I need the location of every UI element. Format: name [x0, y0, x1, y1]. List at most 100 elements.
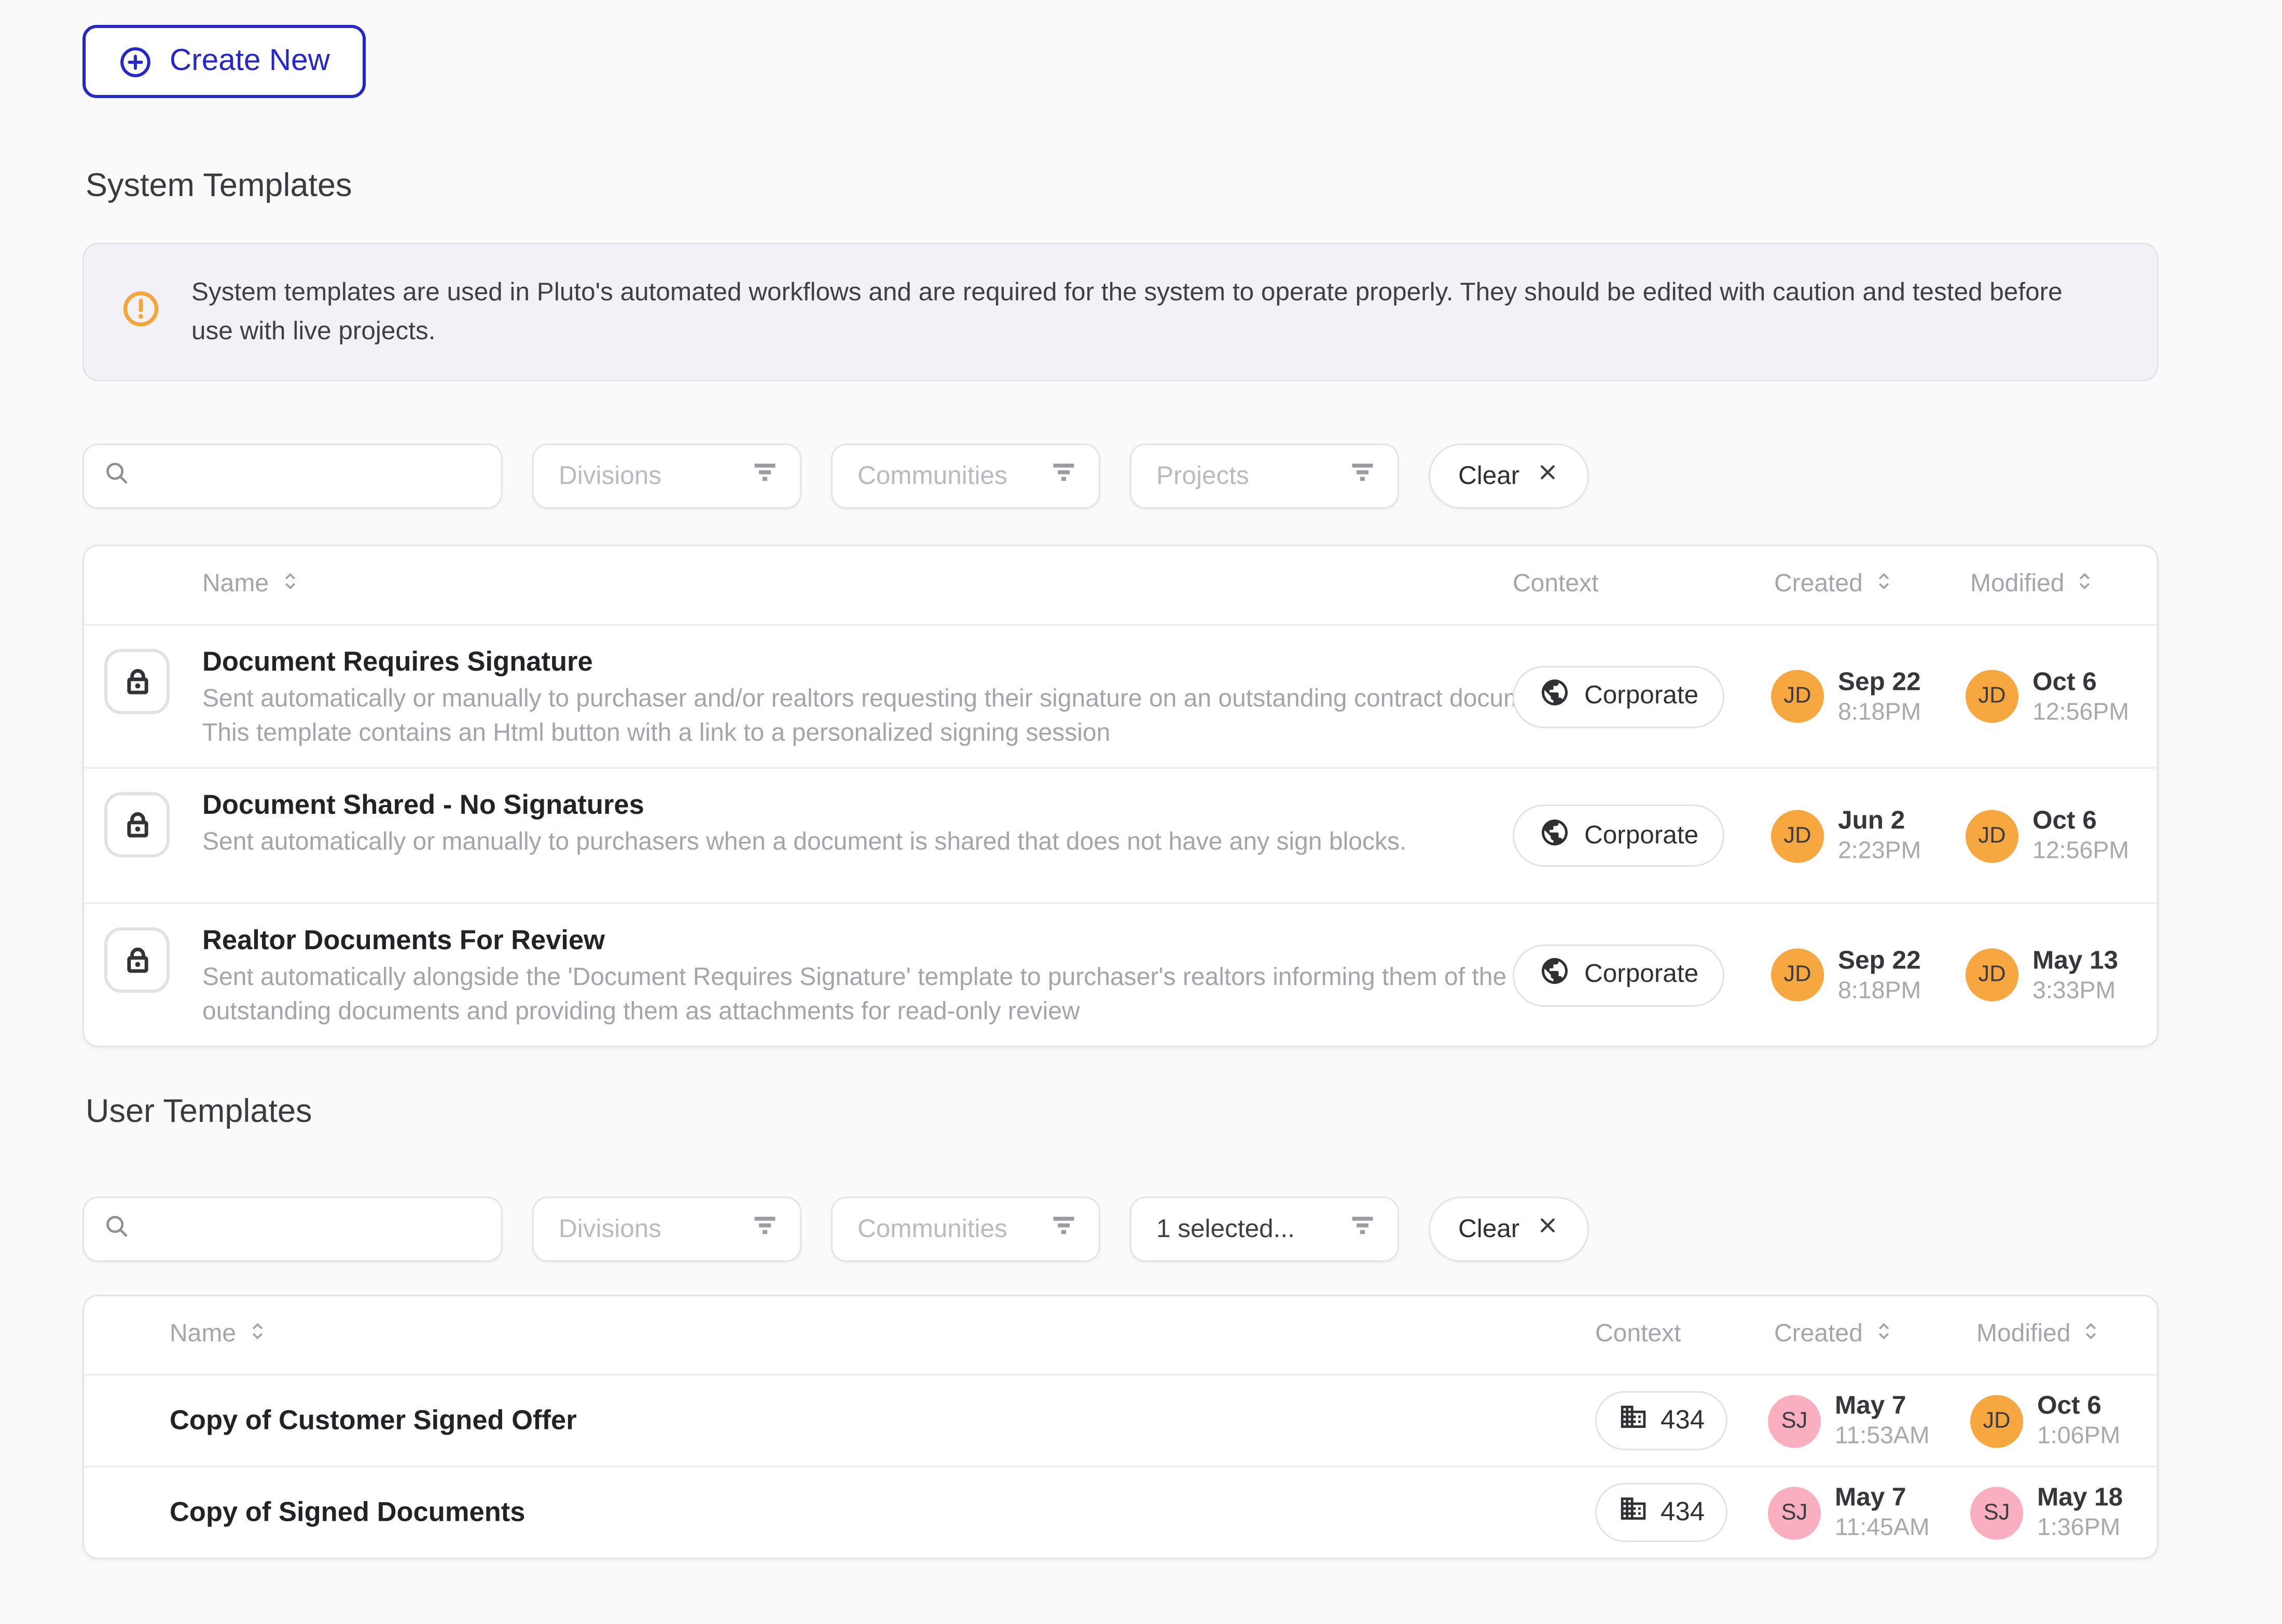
- user-templates-table: Name Context Created Modified Copy of Cu…: [82, 1295, 2159, 1559]
- context-label: Corporate: [1584, 821, 1699, 849]
- table-row[interactable]: Realtor Documents For Review Sent automa…: [84, 903, 2157, 1046]
- modified-stamp: JD Oct 6 1:06PM: [1970, 1391, 2120, 1451]
- globe-icon: [1539, 677, 1570, 716]
- created-time: 11:45AM: [1835, 1515, 1930, 1542]
- column-header-created[interactable]: Created: [1774, 570, 1896, 601]
- system-divisions-filter[interactable]: Divisions: [532, 443, 801, 509]
- avatar: JD: [1970, 1394, 2023, 1447]
- close-icon: [1537, 1214, 1560, 1245]
- system-search-input[interactable]: [143, 461, 482, 492]
- created-time: 2:23PM: [1838, 838, 1921, 865]
- modified-date: Oct 6: [2037, 1392, 2101, 1420]
- table-row[interactable]: Document Requires Signature Sent automat…: [84, 626, 2157, 767]
- close-icon: [1537, 461, 1560, 492]
- building-icon: [1619, 1402, 1648, 1439]
- created-date: Sep 22: [1838, 946, 1921, 974]
- lock-icon: [104, 927, 170, 993]
- column-header-modified[interactable]: Modified: [1976, 1320, 2103, 1351]
- sort-icon: [245, 1320, 269, 1351]
- created-time: 8:18PM: [1838, 977, 1921, 1004]
- table-row[interactable]: Copy of Signed Documents 434 SJ May 7 11:…: [84, 1466, 2157, 1558]
- context-label: Corporate: [1584, 960, 1699, 988]
- warning-text: System templates are used in Pluto's aut…: [191, 277, 2063, 345]
- column-header-name[interactable]: Name: [202, 570, 301, 601]
- modified-time: 3:33PM: [2032, 977, 2116, 1004]
- sort-icon: [1872, 570, 1896, 601]
- system-search-box[interactable]: [82, 443, 503, 509]
- table-row[interactable]: Document Shared - No Signatures Sent aut…: [84, 767, 2157, 903]
- context-label: 434: [1661, 1497, 1705, 1526]
- context-label: Corporate: [1584, 682, 1699, 710]
- system-projects-filter[interactable]: Projects: [1130, 443, 1399, 509]
- template-name: Copy of Signed Documents: [170, 1496, 525, 1528]
- context-badge: Corporate: [1513, 804, 1725, 867]
- search-icon: [103, 459, 131, 494]
- user-clear-filters-button[interactable]: Clear: [1429, 1197, 1590, 1262]
- created-date: May 7: [1835, 1483, 1906, 1512]
- modified-stamp: JD May 13 3:33PM: [1966, 945, 2118, 1005]
- modified-date: Oct 6: [2032, 807, 2097, 835]
- communities-filter-label: Communities: [858, 1214, 1007, 1243]
- system-warning-banner: System templates are used in Pluto's aut…: [82, 243, 2159, 381]
- filter-icon: [1049, 1211, 1078, 1248]
- filter-icon: [750, 457, 780, 495]
- search-icon: [103, 1212, 131, 1247]
- context-badge: 434: [1595, 1391, 1728, 1450]
- created-stamp: SJ May 7 11:53AM: [1768, 1391, 1930, 1451]
- table-row[interactable]: Copy of Customer Signed Offer 434 SJ May…: [84, 1376, 2157, 1466]
- modified-time: 1:06PM: [2037, 1423, 2121, 1450]
- template-name: Document Requires Signature: [202, 646, 593, 677]
- template-name: Document Shared - No Signatures: [202, 789, 644, 820]
- modified-time: 1:36PM: [2037, 1515, 2121, 1542]
- modified-date: Oct 6: [2032, 668, 2097, 696]
- sort-icon: [1872, 1320, 1896, 1351]
- created-date: Sep 22: [1838, 668, 1921, 696]
- template-description: Sent automatically alongside the 'Docume…: [202, 965, 1507, 1025]
- column-header-modified[interactable]: Modified: [1970, 570, 2097, 601]
- created-date: May 7: [1835, 1392, 1906, 1420]
- created-stamp: SJ May 7 11:45AM: [1768, 1482, 1930, 1543]
- user-templates-heading: User Templates: [86, 1094, 312, 1130]
- modified-stamp: JD Oct 6 12:56PM: [1966, 666, 2129, 727]
- user-search-box[interactable]: [82, 1197, 503, 1262]
- avatar: SJ: [1768, 1486, 1821, 1539]
- context-badge: 434: [1595, 1483, 1728, 1542]
- create-new-label: Create New: [170, 44, 330, 78]
- lock-icon: [104, 792, 170, 857]
- system-filter-bar: Divisions Communities Projects Clear: [82, 443, 1590, 509]
- system-templates-heading: System Templates: [86, 168, 352, 204]
- table-header-row: Name Context Created Modified: [84, 1296, 2157, 1376]
- avatar: JD: [1966, 948, 2018, 1002]
- template-description: Sent automatically or manually to purcha…: [202, 686, 1566, 746]
- column-header-created[interactable]: Created: [1774, 1320, 1896, 1351]
- column-header-name[interactable]: Name: [170, 1320, 269, 1351]
- template-name: Realtor Documents For Review: [202, 924, 605, 955]
- lock-icon: [104, 649, 170, 714]
- user-projects-filter[interactable]: 1 selected...: [1130, 1197, 1399, 1262]
- modified-time: 12:56PM: [2032, 699, 2129, 725]
- user-search-input[interactable]: [143, 1214, 482, 1245]
- avatar: JD: [1771, 670, 1824, 723]
- modified-date: May 18: [2037, 1483, 2123, 1512]
- created-time: 8:18PM: [1838, 699, 1921, 725]
- context-label: 434: [1661, 1405, 1705, 1435]
- avatar: JD: [1966, 809, 2018, 862]
- system-communities-filter[interactable]: Communities: [831, 443, 1100, 509]
- filter-icon: [1049, 457, 1078, 495]
- create-new-button[interactable]: Create New: [82, 25, 366, 98]
- modified-time: 12:56PM: [2032, 838, 2129, 865]
- divisions-filter-label: Divisions: [559, 1214, 662, 1243]
- modified-stamp: JD Oct 6 12:56PM: [1966, 806, 2129, 866]
- user-divisions-filter[interactable]: Divisions: [532, 1197, 801, 1262]
- system-clear-filters-button[interactable]: Clear: [1429, 443, 1590, 509]
- clear-label: Clear: [1458, 1214, 1520, 1243]
- clear-label: Clear: [1458, 461, 1520, 490]
- sort-icon: [278, 570, 301, 601]
- user-filter-bar: Divisions Communities 1 selected... Clea…: [82, 1197, 1590, 1262]
- globe-icon: [1539, 816, 1570, 855]
- avatar: JD: [1771, 809, 1824, 862]
- projects-filter-label: 1 selected...: [1156, 1214, 1295, 1243]
- table-header-row: Name Context Created Modified: [84, 546, 2157, 626]
- column-header-context: Context: [1595, 1321, 1681, 1348]
- user-communities-filter[interactable]: Communities: [831, 1197, 1100, 1262]
